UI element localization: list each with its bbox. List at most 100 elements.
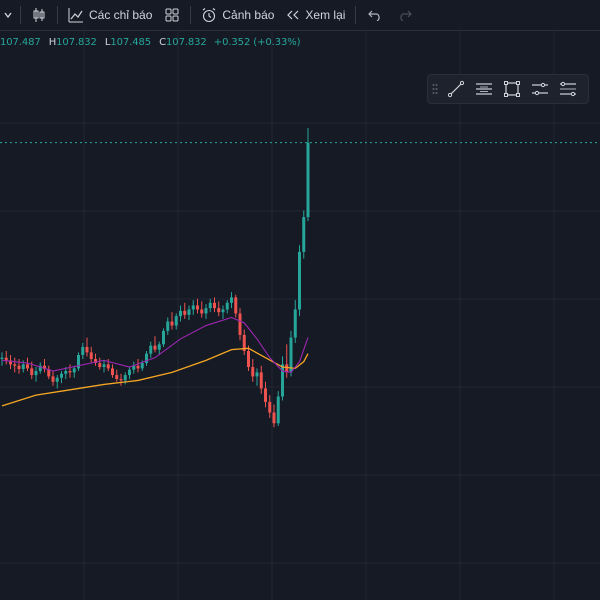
candle-up — [77, 352, 80, 372]
candle-body — [55, 377, 59, 382]
chart-type-button[interactable] — [25, 0, 53, 30]
candlestick-icon — [33, 8, 45, 22]
candle-up — [64, 367, 68, 380]
drag-handle[interactable] — [428, 74, 442, 104]
candle-body — [230, 297, 233, 303]
candle-body — [47, 369, 51, 377]
rewind-icon — [287, 10, 299, 20]
candle-up — [174, 313, 178, 330]
candle-down — [43, 359, 46, 373]
indicators-icon — [68, 8, 83, 23]
candle-up — [166, 317, 170, 335]
candle-up — [230, 292, 233, 309]
candle-down — [217, 301, 221, 317]
candle-down — [26, 357, 29, 372]
candle-up — [293, 300, 297, 343]
candle-down — [47, 365, 51, 380]
templates-button[interactable] — [158, 0, 186, 30]
candle-down — [259, 365, 263, 394]
candle-body — [242, 334, 246, 351]
candle-body — [34, 371, 38, 376]
candle-body — [208, 302, 212, 309]
candle-down — [200, 301, 204, 318]
candle-body — [60, 373, 63, 378]
candle-down — [98, 357, 102, 370]
candle-body — [217, 308, 221, 313]
horizontal-lines-button[interactable] — [470, 75, 498, 103]
parallel-channel-icon — [532, 82, 548, 96]
candle-body — [213, 302, 216, 309]
rectangle-button[interactable] — [498, 75, 526, 103]
candle-up — [102, 360, 106, 373]
candle-body — [21, 364, 25, 370]
candle-up — [298, 245, 301, 317]
candle-up — [208, 298, 212, 313]
trend-line-button[interactable] — [442, 75, 470, 103]
position-button[interactable] — [554, 75, 582, 103]
candle-body — [17, 365, 21, 370]
candle-body — [13, 364, 17, 366]
top-toolbar: Các chỉ báo Cảnh báo Xem lại — [0, 0, 600, 31]
candle-body — [174, 316, 178, 326]
moving-average-fast — [1, 316, 309, 373]
candle-down — [268, 395, 272, 418]
toolbar-divider — [20, 6, 21, 24]
close-key: C — [159, 37, 167, 48]
candle-body — [179, 310, 182, 317]
rectangle-icon — [504, 81, 520, 97]
trend-line-icon — [447, 80, 465, 98]
grip-dots-icon — [432, 84, 438, 94]
candle-body — [145, 353, 148, 364]
candle-body — [106, 364, 110, 369]
alerts-button[interactable]: Cảnh báo — [195, 0, 280, 30]
candle-down — [111, 364, 114, 378]
candle-up — [187, 305, 191, 321]
candle-body — [140, 363, 144, 369]
toolbar-divider — [355, 6, 357, 24]
chart-grid — [0, 31, 600, 600]
chevron-down-button[interactable] — [0, 0, 16, 30]
parallel-channel-button[interactable] — [526, 75, 554, 103]
indicators-button[interactable]: Các chỉ báo — [62, 0, 158, 30]
candle-down — [234, 294, 238, 318]
candle-body — [77, 354, 80, 369]
candle-body — [183, 310, 187, 315]
candle-body — [123, 375, 127, 381]
candle-up — [276, 391, 280, 426]
position-icon — [560, 81, 576, 97]
candle-body — [111, 368, 114, 376]
candle-up — [34, 367, 38, 382]
candle-up — [225, 300, 229, 314]
candle-body — [157, 344, 161, 350]
candle-body — [170, 321, 174, 326]
candle-body — [281, 364, 284, 397]
close-value: 107.832 — [166, 37, 207, 48]
candle-body — [289, 337, 293, 373]
change-value: +0.352 (+0.33%) — [213, 37, 301, 48]
candle-up — [289, 330, 293, 377]
candle-body — [30, 368, 34, 376]
candle-body — [276, 396, 280, 424]
candle-body — [251, 367, 255, 377]
candle-up — [149, 341, 153, 358]
candle-body — [102, 364, 106, 368]
candle-body — [81, 346, 85, 355]
candle-down — [9, 354, 12, 370]
undo-button[interactable] — [360, 0, 390, 30]
candle-body — [119, 379, 123, 381]
candle-body — [196, 305, 199, 310]
candle-up — [281, 356, 284, 401]
candle-body — [255, 372, 259, 377]
replay-button[interactable]: Xem lại — [280, 0, 351, 30]
candle-body — [0, 357, 4, 360]
candle-up — [145, 350, 148, 366]
candle-body — [225, 302, 229, 310]
redo-button[interactable] — [390, 0, 420, 30]
candle-body — [221, 309, 225, 313]
candle-down — [17, 359, 21, 374]
candle-down — [213, 297, 216, 313]
candle-body — [89, 352, 93, 360]
candle-body — [9, 360, 12, 365]
price-chart[interactable] — [0, 31, 600, 600]
candle-up — [72, 365, 76, 378]
